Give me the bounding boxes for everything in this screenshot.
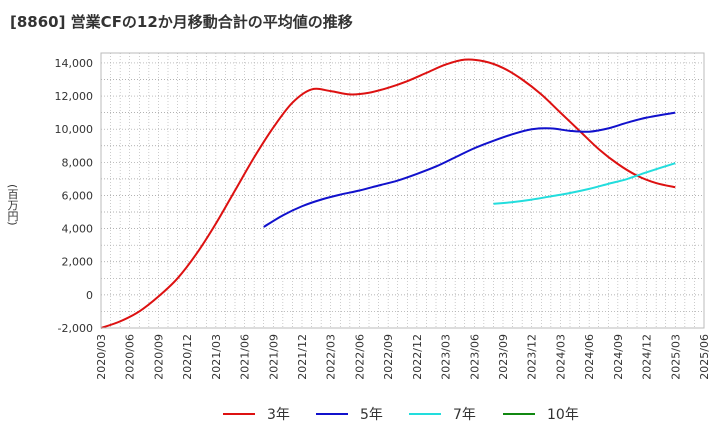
y-tick-labels: -2,000 0 2,000 4,000 6,000 8,000 10,000 12,000 1… (55, 57, 94, 335)
x-tick-label: 2022/12 (411, 334, 424, 380)
legend-swatch-7y (409, 413, 441, 415)
legend-item-7y: 7年 (409, 404, 476, 424)
legend-label-3y: 3年 (267, 407, 290, 423)
x-tick-label: 2020/12 (181, 334, 194, 380)
x-tick-label: 2020/09 (152, 334, 165, 380)
y-tick-label: -2,000 (58, 322, 93, 335)
y-tick-label: 8,000 (62, 156, 94, 169)
legend-label-10y: 10年 (547, 407, 579, 423)
legend-label-5y: 5年 (360, 407, 383, 423)
legend-item-3y: 3年 (223, 404, 290, 424)
y-tick-label: 0 (86, 289, 93, 302)
legend-swatch-5y (316, 413, 348, 415)
x-tick-label: 2022/09 (382, 334, 395, 380)
y-tick-label: 4,000 (62, 223, 94, 236)
legend-item-5y: 5年 (316, 404, 383, 424)
x-tick-label: 2025/06 (698, 334, 711, 380)
x-tick-label: 2022/03 (325, 334, 338, 380)
x-tick-label: 2024/06 (583, 334, 596, 380)
x-tick-label: 2021/12 (296, 334, 309, 380)
x-tick-label: 2021/06 (239, 334, 252, 380)
plot-area-border (100, 52, 705, 329)
series-line-7y (493, 162, 676, 205)
series-lines (100, 58, 676, 329)
y-tick-label: 10,000 (55, 123, 94, 136)
y-tick-label: 6,000 (62, 189, 94, 202)
x-tick-label: 2023/06 (468, 334, 481, 380)
x-tick-label: 2020/06 (124, 334, 137, 380)
y-tick-label: 12,000 (55, 90, 94, 103)
legend-swatch-10y (503, 413, 535, 415)
x-tick-label: 2022/06 (353, 334, 366, 380)
legend-label-7y: 7年 (453, 407, 476, 423)
x-tick-label: 2020/03 (95, 334, 108, 380)
x-tick-label: 2023/12 (526, 334, 539, 380)
y-axis-label: (百万円) (6, 184, 19, 226)
x-tick-labels: 2020/03 2020/06 2020/09 2020/12 2021/03 2021/… (95, 334, 711, 380)
x-tick-label: 2023/03 (440, 334, 453, 380)
x-tick-label: 2021/09 (267, 334, 280, 380)
x-tick-label: 2024/12 (641, 334, 654, 380)
x-tick-label: 2025/03 (669, 334, 682, 380)
y-tick-label: 2,000 (62, 256, 94, 269)
chart-title: [8860] 営業CFの12か月移動合計の平均値の推移 (10, 13, 353, 31)
y-tick-label: 14,000 (55, 57, 94, 70)
x-tick-label: 2024/09 (612, 334, 625, 380)
x-tick-label: 2021/03 (210, 334, 223, 380)
x-tick-label: 2023/09 (497, 334, 510, 380)
grid-lines (100, 53, 705, 329)
series-line-5y (263, 111, 676, 228)
legend-swatch-3y (223, 413, 255, 415)
legend-item-10y: 10年 (503, 404, 579, 424)
x-tick-label: 2024/03 (554, 334, 567, 380)
